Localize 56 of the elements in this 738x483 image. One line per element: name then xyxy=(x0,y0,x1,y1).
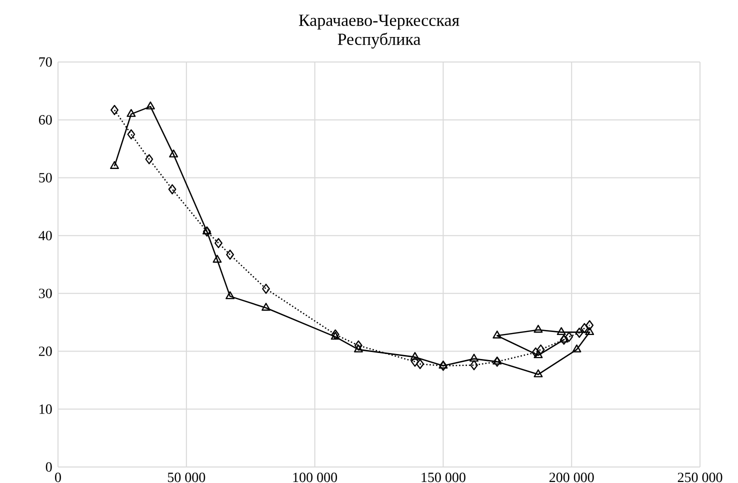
point xyxy=(226,291,235,300)
x-tick-label: 50 000 xyxy=(168,472,206,482)
point xyxy=(226,250,234,260)
point xyxy=(565,332,573,342)
point xyxy=(575,328,584,338)
y-tick-label: 40 xyxy=(38,230,52,240)
point xyxy=(572,344,582,352)
point xyxy=(145,154,154,164)
point xyxy=(470,354,478,362)
point xyxy=(202,226,211,237)
point xyxy=(168,184,176,194)
point xyxy=(438,360,448,369)
point xyxy=(586,320,594,330)
y-tick-label: 30 xyxy=(39,288,52,298)
point xyxy=(580,323,588,334)
y-tick-label: 10 xyxy=(40,404,52,414)
point xyxy=(354,344,363,352)
point xyxy=(126,108,136,117)
point xyxy=(169,149,178,158)
point xyxy=(330,332,340,340)
point xyxy=(534,324,543,333)
point xyxy=(214,238,222,248)
point xyxy=(410,352,420,360)
point xyxy=(262,302,270,311)
x-tick-label: 0 xyxy=(55,472,61,482)
x-tick-label: 200 000 xyxy=(549,472,594,482)
point xyxy=(212,254,222,263)
y-tick-label: 50 xyxy=(39,172,52,182)
point xyxy=(556,327,566,336)
point xyxy=(534,369,543,378)
point xyxy=(470,360,478,370)
y-tick-label: 60 xyxy=(38,115,52,125)
point xyxy=(492,356,502,365)
y-tick-label: 70 xyxy=(39,57,52,67)
y-tick-label: 20 xyxy=(38,346,52,356)
point xyxy=(416,358,424,370)
x-tick-label: 150 000 xyxy=(422,472,466,482)
point xyxy=(410,356,419,367)
point xyxy=(202,226,212,234)
point xyxy=(492,330,502,339)
point xyxy=(536,344,545,355)
point xyxy=(354,340,362,351)
y-tick-label: 0 xyxy=(46,462,52,472)
chart-title: Карачаево-Черкесская Республика xyxy=(298,14,460,49)
point xyxy=(262,284,270,294)
point xyxy=(585,327,594,336)
point xyxy=(534,350,543,358)
point xyxy=(331,329,340,340)
point xyxy=(146,101,155,110)
point xyxy=(559,334,568,343)
point xyxy=(532,347,540,358)
x-tick-label: 250 000 xyxy=(678,472,722,482)
point xyxy=(110,104,118,116)
x-tick-label: 100 000 xyxy=(293,472,338,482)
point xyxy=(127,129,136,140)
point xyxy=(110,161,119,169)
